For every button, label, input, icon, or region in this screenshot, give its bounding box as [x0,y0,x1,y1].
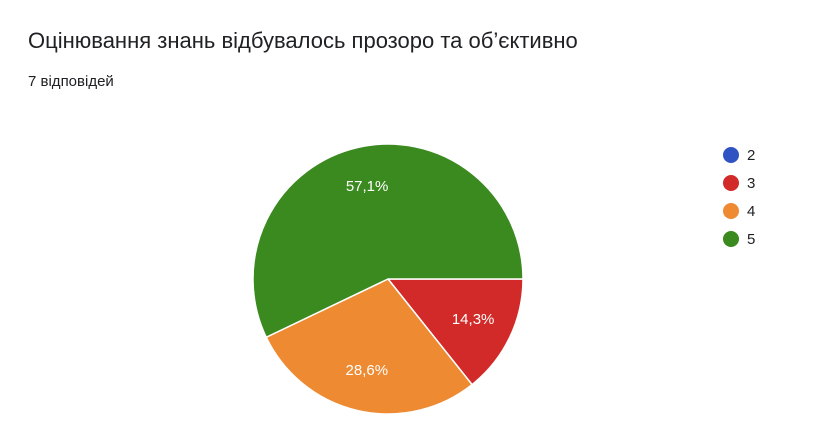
pie-slice [386,278,524,386]
pie-slice [252,143,524,339]
legend-swatch [723,231,739,247]
chart-subtitle: 7 відповідей [28,73,114,90]
legend-swatch [723,147,739,163]
slice-label: 28,6% [346,362,389,379]
slice-label: 57,1% [346,178,389,195]
legend-label: 2 [747,147,755,164]
legend-swatch [723,175,739,191]
legend-label: 5 [747,231,755,248]
legend-label: 4 [747,203,755,220]
legend-label: 3 [747,175,755,192]
slice-label: 14,3% [452,311,495,328]
chart-title: Оцінювання знань відбувалось прозоро та … [28,28,578,53]
legend-swatch [723,203,739,219]
